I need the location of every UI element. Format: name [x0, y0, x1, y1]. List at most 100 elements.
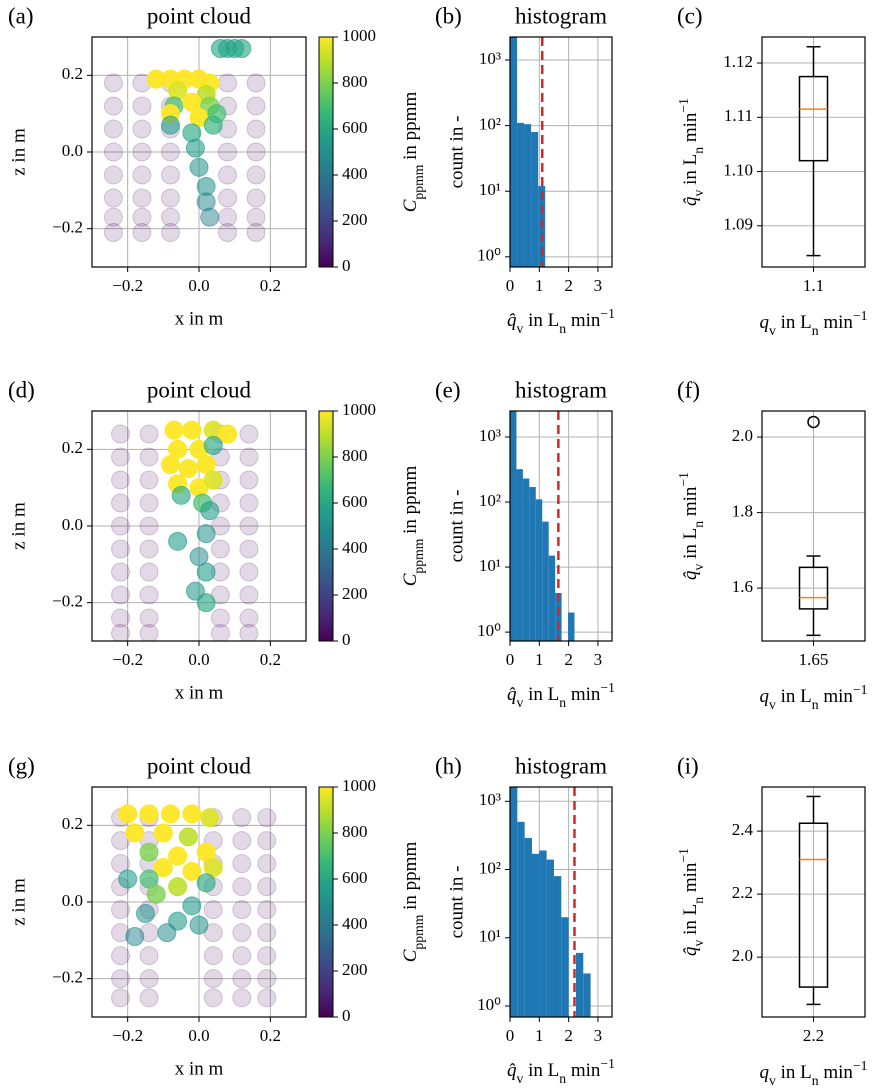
- colorbar-tick-label: 0: [342, 630, 351, 649]
- bar: [524, 124, 532, 267]
- bar: [517, 122, 525, 267]
- y-axis-label-part: q̂: [680, 196, 701, 206]
- bar: [531, 131, 539, 267]
- chart-title: point cloud: [147, 753, 252, 778]
- panel-label: (b): [435, 3, 462, 28]
- x-axis-label: x in m: [175, 682, 224, 703]
- point: [232, 831, 252, 851]
- point: [203, 969, 223, 989]
- point: [111, 988, 131, 1008]
- point: [139, 623, 159, 641]
- x-tick-label: 1.1: [803, 276, 824, 295]
- plot-frame: [761, 36, 866, 268]
- x-tick-label: 2.2: [803, 1026, 824, 1045]
- point: [139, 946, 159, 966]
- point: [103, 188, 123, 208]
- point: [139, 804, 159, 824]
- colorbar-tick-label: 800: [342, 72, 368, 91]
- plot-frame: [91, 36, 307, 268]
- point: [239, 623, 259, 641]
- point: [111, 447, 131, 467]
- x-axis-label: x in m: [175, 1058, 224, 1079]
- x-axis-label: q̂v in Ln min−1: [507, 680, 615, 710]
- point: [182, 804, 202, 824]
- bar: [546, 859, 554, 1017]
- point: [246, 73, 266, 93]
- point: [139, 585, 159, 605]
- bar: [535, 499, 543, 641]
- point: [246, 96, 266, 116]
- point: [239, 470, 259, 490]
- point: [239, 493, 259, 513]
- point: [160, 455, 180, 475]
- point: [160, 165, 180, 185]
- y-tick-label: 1.10: [723, 160, 753, 179]
- x-axis-label-part: min: [819, 1062, 854, 1083]
- point: [139, 539, 159, 559]
- y-axis-label-part: n: [691, 897, 706, 904]
- plot-frame: [91, 786, 307, 1018]
- point: [111, 562, 131, 582]
- x-axis-label-part: in L: [776, 686, 812, 707]
- colorbar-tick-label: 1000: [342, 776, 376, 795]
- x-tick-label: 2: [564, 276, 573, 295]
- point: [232, 877, 252, 897]
- x-axis-label-part: min: [566, 684, 601, 705]
- x-tick-label: 0: [506, 650, 515, 669]
- y-tick-label: 0.2: [62, 438, 83, 457]
- point: [146, 884, 166, 904]
- y-axis-label: z in m: [8, 128, 29, 176]
- point: [246, 207, 266, 227]
- box: [798, 822, 829, 988]
- x-axis-label-part: v: [517, 1071, 524, 1086]
- x-axis-label-part: min: [566, 1060, 601, 1081]
- point: [153, 823, 173, 843]
- point: [203, 988, 223, 1008]
- point: [111, 493, 131, 513]
- y-tick-label: 2.2: [732, 883, 753, 902]
- point: [257, 969, 277, 989]
- point: [111, 585, 131, 605]
- chart-title: point cloud: [147, 377, 252, 402]
- point: [257, 854, 277, 874]
- x-axis-label-part: v: [517, 321, 524, 336]
- colorbar-label-part: ppmm: [411, 538, 426, 573]
- point: [257, 946, 277, 966]
- chart-title: histogram: [515, 3, 607, 28]
- point: [132, 223, 152, 242]
- x-axis-label-part: q̂: [507, 1060, 517, 1081]
- x-axis-label-part: q: [760, 1062, 770, 1083]
- colorbar-tick-label: 400: [342, 164, 368, 183]
- y-tick-label: 2.0: [732, 426, 753, 445]
- x-tick-label: 1: [535, 276, 544, 295]
- plot-frame: [761, 786, 866, 1018]
- bar: [522, 478, 530, 641]
- y-axis-label-part: −1: [676, 472, 691, 487]
- y-tick-label: 0.2: [62, 814, 83, 833]
- x-tick-label: 3: [594, 276, 603, 295]
- point: [239, 447, 259, 467]
- y-tick-label: 1.09: [723, 215, 753, 234]
- x-tick-label: −0.2: [112, 650, 143, 669]
- x-axis-label-part: in L: [523, 684, 559, 705]
- x-axis-label: q̂v in Ln min−1: [507, 1056, 615, 1086]
- x-tick-label: 0.0: [188, 1026, 209, 1045]
- colorbar-tick-label: 800: [342, 446, 368, 465]
- y-tick-label: 10²: [479, 491, 501, 510]
- box: [798, 75, 829, 162]
- point: [196, 192, 216, 212]
- point: [203, 946, 223, 966]
- point: [257, 988, 277, 1008]
- colorbar-label: Cppmm in ppmm: [400, 92, 425, 213]
- point: [239, 608, 259, 628]
- bar: [583, 973, 591, 1017]
- point: [189, 157, 209, 177]
- point: [189, 547, 209, 567]
- x-tick-label: 1: [535, 1026, 544, 1045]
- y-tick-label: −0.2: [52, 968, 83, 987]
- colorbar-label-part: in ppmm: [400, 842, 421, 915]
- y-tick-label: 10¹: [479, 180, 501, 199]
- point: [160, 142, 180, 162]
- x-axis-label-part: q̂: [507, 684, 517, 705]
- y-tick-label: 2.0: [732, 946, 753, 965]
